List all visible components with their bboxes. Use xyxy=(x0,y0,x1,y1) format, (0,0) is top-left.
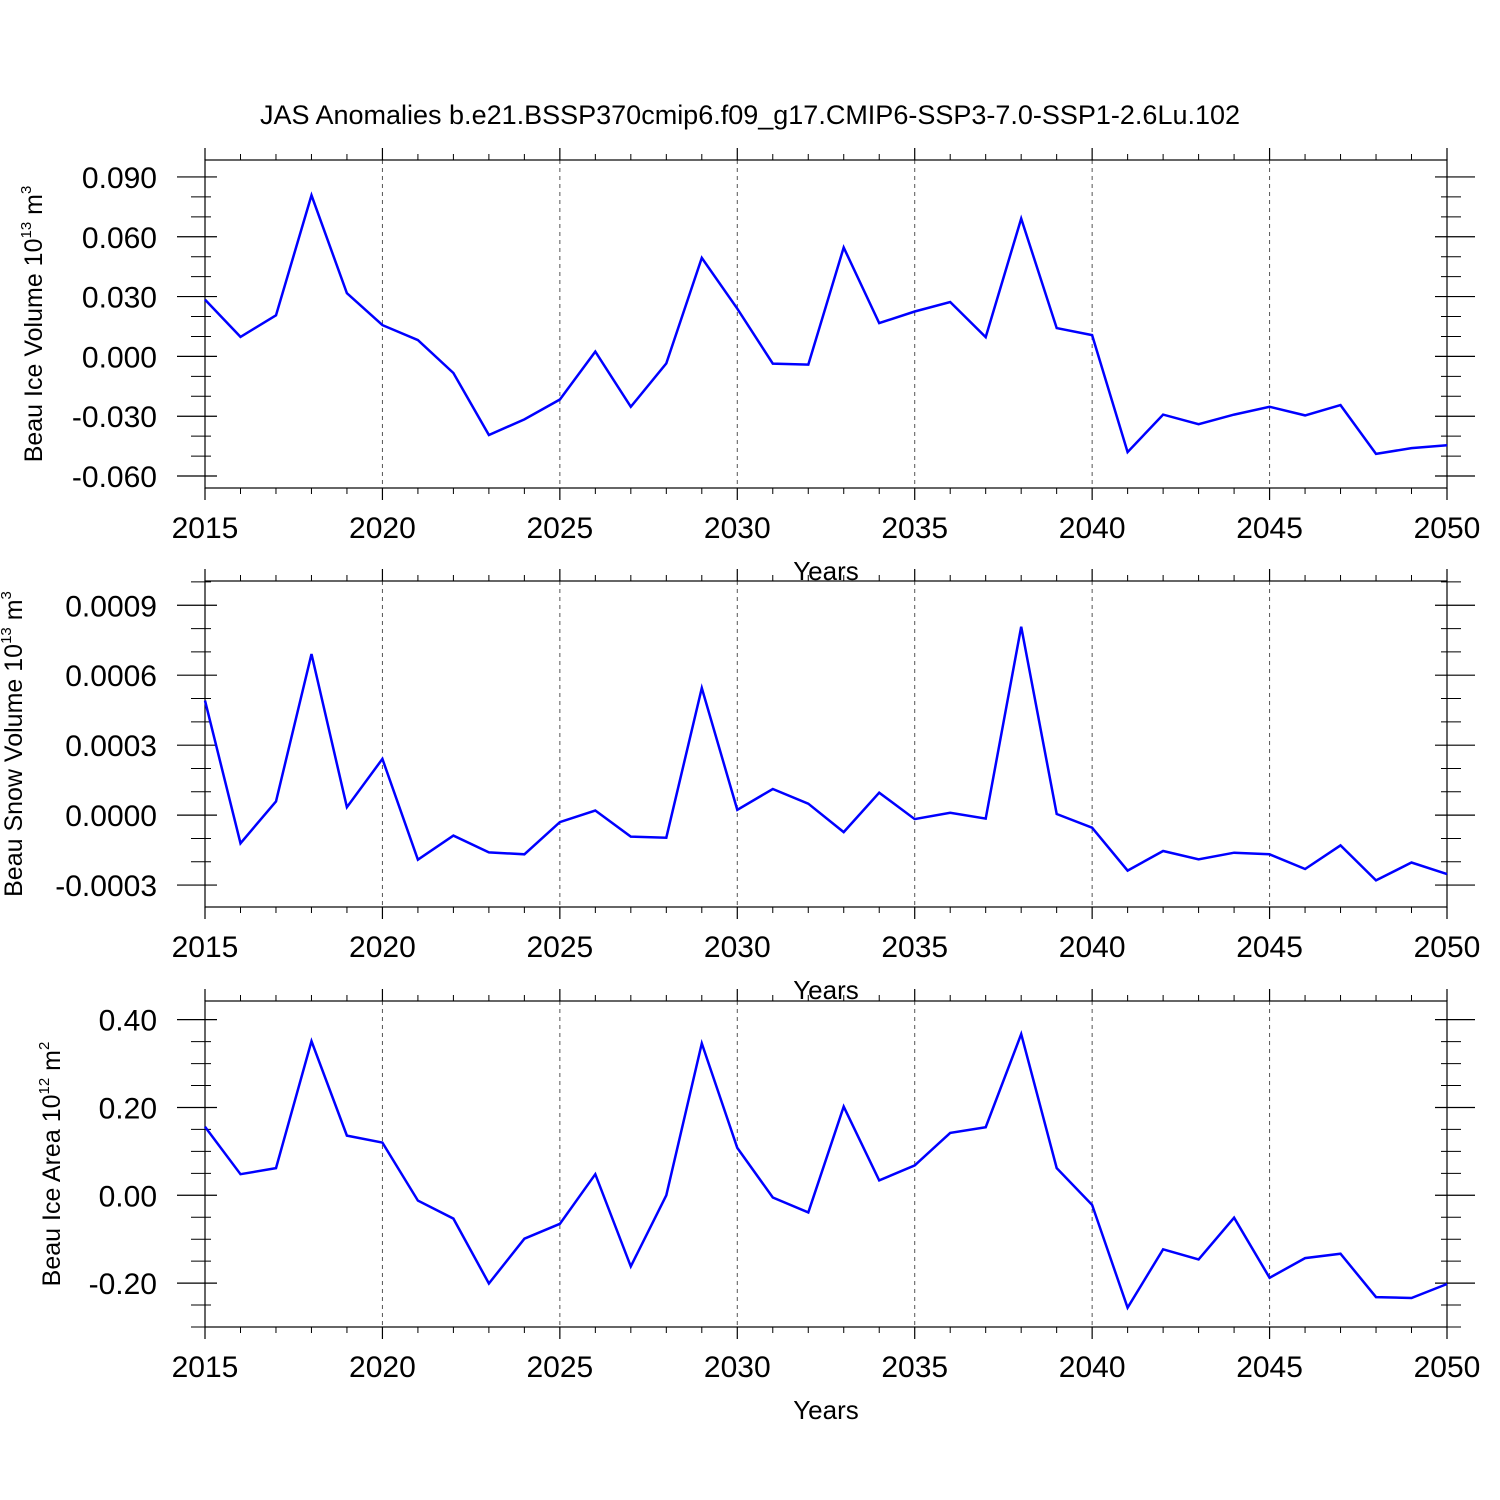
x-tick-label: 2020 xyxy=(349,512,416,545)
chart-title: JAS Anomalies b.e21.BSSP370cmip6.f09_g17… xyxy=(260,100,1240,130)
x-axis-title: Years xyxy=(793,1395,859,1425)
series-line-1 xyxy=(204,191,1448,456)
x-tick-label: 2030 xyxy=(704,1351,771,1384)
panel-1: 0.090 0.060 0.030 0.000 -0.030 -0.060 2015 2020… xyxy=(18,148,1480,586)
x-tick-label: 2045 xyxy=(1236,1351,1303,1384)
x-tick-label: 2030 xyxy=(704,931,771,964)
y-tick-label: 0.0009 xyxy=(65,590,157,623)
y-tick-label: 0.060 xyxy=(82,222,157,255)
x-tick-label: 2015 xyxy=(172,512,239,545)
x-tick-label: 2020 xyxy=(349,1351,416,1384)
x-tick-label: 2020 xyxy=(349,931,416,964)
x-tick-label: 2050 xyxy=(1414,512,1481,545)
y-axis-title: Beau Snow Volume 1013 m3 xyxy=(0,591,28,897)
x-tick-label: 2025 xyxy=(526,931,593,964)
x-tick-label: 2040 xyxy=(1059,931,1126,964)
x-axis-title: Years xyxy=(793,975,859,1005)
x-tick-label: 2045 xyxy=(1236,931,1303,964)
x-tick-label: 2050 xyxy=(1414,1351,1481,1384)
y-tick-label: 0.030 xyxy=(82,282,157,315)
series-line-1 xyxy=(203,626,1448,882)
y-tick-label: 0.40 xyxy=(99,1005,157,1038)
x-tick-label: 2035 xyxy=(881,512,948,545)
plot-frame xyxy=(204,580,1448,908)
x-tick-label: 2040 xyxy=(1059,1351,1126,1384)
series-line-1 xyxy=(203,1030,1448,1311)
plot-frame xyxy=(204,1000,1448,1328)
y-tick-label: -0.060 xyxy=(72,461,157,494)
y-axis-title-text: Beau Ice Area 10 xyxy=(38,1095,66,1287)
y-axis-title-unit: m xyxy=(0,599,28,627)
panel-2: 0.0009 0.0006 0.0003 0.0000 -0.0003 2015 2020 2… xyxy=(0,569,1480,1005)
x-tick-label: 2035 xyxy=(881,931,948,964)
y-tick-label: 0.0006 xyxy=(65,660,157,693)
y-axis-title-unit: m xyxy=(20,194,48,222)
y-axis-title-exponent: 13 xyxy=(0,627,15,644)
y-tick-label: 0.00 xyxy=(99,1180,157,1213)
y-tick-label: 0.000 xyxy=(82,341,157,374)
x-tick-label: 2015 xyxy=(172,931,239,964)
y-tick-label: 0.20 xyxy=(99,1092,157,1125)
panels: 0.090 0.060 0.030 0.000 -0.030 -0.060 2015 2020… xyxy=(0,148,1480,1425)
plot-frame xyxy=(204,159,1448,489)
x-tick-label: 2040 xyxy=(1059,512,1126,545)
y-tick-label: -0.0003 xyxy=(55,870,157,903)
y-tick-label: -0.20 xyxy=(89,1268,157,1301)
y-tick-label: 0.0003 xyxy=(65,730,157,763)
x-tick-label: 2025 xyxy=(526,1351,593,1384)
x-tick-label: 2035 xyxy=(881,1351,948,1384)
y-axis-title-exponent: 13 xyxy=(18,222,35,239)
y-tick-label: 0.090 xyxy=(82,162,157,195)
y-tick-label: 0.0000 xyxy=(65,800,157,833)
y-axis-title-unit-exponent: 2 xyxy=(36,1042,53,1050)
y-axis-title-unit: m xyxy=(38,1050,66,1078)
x-tick-label: 2030 xyxy=(704,512,771,545)
y-axis-title-text: Beau Ice Volume 10 xyxy=(20,239,48,463)
x-tick-label: 2025 xyxy=(526,512,593,545)
y-axis-title-exponent: 12 xyxy=(36,1078,53,1095)
y-axis-title-text: Beau Snow Volume 10 xyxy=(0,644,28,897)
x-tick-label: 2015 xyxy=(172,1351,239,1384)
panel-3: 0.40 0.20 0.00 -0.20 2015 2020 2025 2030 2035 204… xyxy=(36,989,1480,1425)
y-axis-title: Beau Ice Volume 1013 m3 xyxy=(18,186,48,463)
x-tick-label: 2045 xyxy=(1236,512,1303,545)
x-tick-label: 2050 xyxy=(1414,931,1481,964)
y-axis-title-unit-exponent: 3 xyxy=(18,186,35,194)
y-axis-title: Beau Ice Area 1012 m2 xyxy=(36,1042,66,1287)
y-tick-label: -0.030 xyxy=(72,401,157,434)
y-axis-title-unit-exponent: 3 xyxy=(0,591,15,599)
